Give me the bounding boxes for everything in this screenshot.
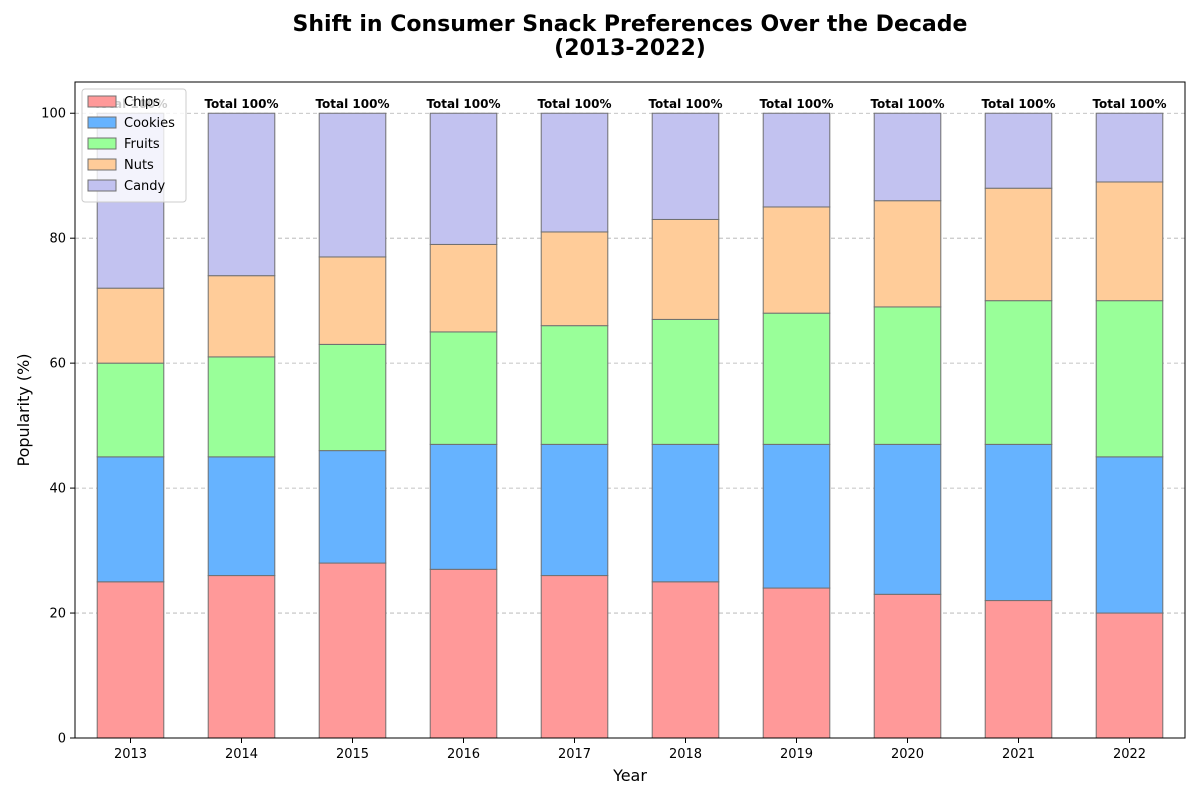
bar-candy-2015	[318, 112, 387, 258]
x-tick-label-2021: 2021	[1002, 747, 1035, 762]
bar-chips-2022	[1095, 612, 1164, 739]
total-label-2016: Total 100%	[426, 97, 500, 111]
x-tick-label-2022: 2022	[1113, 747, 1146, 762]
bar-cookies-2019	[762, 443, 831, 589]
total-label-2015: Total 100%	[315, 97, 389, 111]
bar-candy-2019	[762, 112, 831, 208]
bar-fruits-2021	[984, 300, 1053, 445]
chart-title-line-2: (2013-2022)	[554, 36, 706, 61]
bar-fruits-2016	[429, 331, 498, 445]
bar-fruits-2013	[96, 362, 165, 458]
x-tick-label-2013: 2013	[114, 747, 147, 762]
chart-title-line-1: Shift in Consumer Snack Preferences Over…	[293, 12, 968, 37]
y-tick-label-60: 60	[49, 357, 66, 372]
bar-chips-2016	[429, 568, 498, 739]
total-label-2020: Total 100%	[870, 97, 944, 111]
x-tick-label-2015: 2015	[336, 747, 369, 762]
axes: 0 20 40 60 80 100 2013 2014 2015 2016 2017 2018 2019…	[14, 81, 1186, 785]
bars	[96, 112, 1164, 739]
bar-candy-2016	[429, 112, 498, 245]
x-axis-label: Year	[612, 766, 647, 785]
y-tick-label-40: 40	[49, 482, 66, 497]
bar-nuts-2021	[984, 187, 1053, 302]
bar-cookies-2016	[429, 443, 498, 570]
bar-cookies-2014	[207, 456, 276, 577]
y-tick-label-0: 0	[58, 732, 66, 747]
bar-fruits-2020	[873, 306, 942, 445]
bar-fruits-2022	[1095, 300, 1164, 458]
bar-cookies-2015	[318, 450, 387, 564]
bar-fruits-2018	[651, 318, 720, 445]
bar-cookies-2022	[1095, 456, 1164, 614]
bar-candy-2022	[1095, 112, 1164, 183]
bar-nuts-2015	[318, 256, 387, 345]
bar-candy-2017	[540, 112, 609, 233]
x-tick-label-2019: 2019	[780, 747, 813, 762]
legend-label-fruits: Fruits	[124, 137, 160, 152]
bar-fruits-2014	[207, 356, 276, 458]
y-tick-label-20: 20	[49, 607, 66, 622]
bar-chips-2020	[873, 593, 942, 739]
bar-cookies-2020	[873, 443, 942, 595]
bar-candy-2020	[873, 112, 942, 202]
legend-label-candy: Candy	[124, 179, 166, 194]
total-label-2018: Total 100%	[648, 97, 722, 111]
legend-swatch-cookies	[87, 116, 117, 129]
legend-swatch-chips	[87, 95, 117, 108]
total-label-2017: Total 100%	[537, 97, 611, 111]
legend-swatch-fruits	[87, 137, 117, 150]
total-label-2021: Total 100%	[981, 97, 1055, 111]
total-label-2014: Total 100%	[204, 97, 278, 111]
bar-nuts-2022	[1095, 181, 1164, 302]
bar-chips-2014	[207, 575, 276, 739]
bar-fruits-2017	[540, 325, 609, 445]
x-tick-label-2017: 2017	[558, 747, 591, 762]
legend-label-nuts: Nuts	[124, 158, 154, 173]
x-tick-label-2018: 2018	[669, 747, 702, 762]
bar-fruits-2015	[318, 343, 387, 452]
bar-nuts-2019	[762, 206, 831, 314]
x-tick-label-2020: 2020	[891, 747, 924, 762]
legend: Chips Cookies Fruits Nuts Candy	[81, 88, 187, 203]
bar-candy-2021	[984, 112, 1053, 189]
y-axis-label: Popularity (%)	[14, 354, 33, 467]
y-tick-label-80: 80	[49, 232, 66, 247]
legend-label-chips: Chips	[124, 95, 160, 110]
total-label-2019: Total 100%	[759, 97, 833, 111]
bar-chips-2015	[318, 562, 387, 739]
bar-cookies-2018	[651, 443, 720, 583]
legend-label-cookies: Cookies	[124, 116, 175, 131]
bar-candy-2018	[651, 112, 720, 220]
legend-swatch-nuts	[87, 158, 117, 171]
bar-candy-2014	[207, 112, 276, 277]
bar-cookies-2021	[984, 443, 1053, 602]
bar-chips-2017	[540, 575, 609, 739]
bar-chips-2019	[762, 587, 831, 739]
bar-nuts-2020	[873, 200, 942, 308]
bar-chips-2018	[651, 581, 720, 739]
legend-swatch-candy	[87, 179, 117, 192]
chart-title-group: Shift in Consumer Snack Preferences Over…	[293, 12, 968, 61]
x-tick-label-2014: 2014	[225, 747, 258, 762]
bar-chips-2013	[96, 581, 165, 739]
bar-nuts-2018	[651, 218, 720, 320]
bar-nuts-2014	[207, 275, 276, 358]
bar-nuts-2016	[429, 243, 498, 333]
total-annotations: Total 100% Total 100% Total 100% Total 100%…	[93, 97, 1166, 111]
bar-cookies-2017	[540, 443, 609, 577]
plot-frame	[74, 81, 1186, 739]
x-tick-label-2016: 2016	[447, 747, 480, 762]
total-label-2022: Total 100%	[1092, 97, 1166, 111]
bar-nuts-2017	[540, 231, 609, 327]
bar-nuts-2013	[96, 287, 165, 364]
y-tick-label-100: 100	[41, 107, 66, 122]
bar-chips-2021	[984, 600, 1053, 739]
bar-fruits-2019	[762, 312, 831, 445]
bar-cookies-2013	[96, 456, 165, 583]
